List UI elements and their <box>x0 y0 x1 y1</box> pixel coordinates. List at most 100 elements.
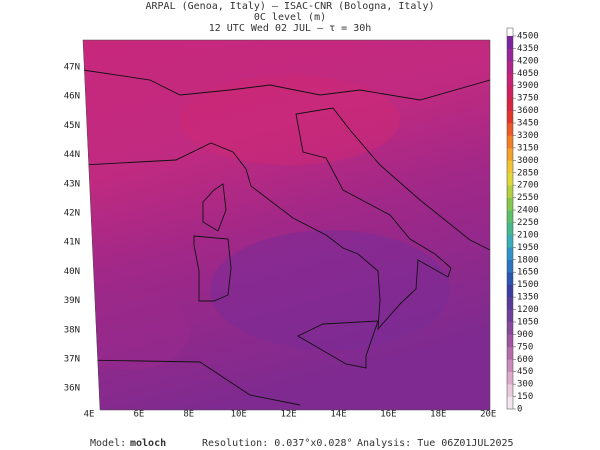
colorbar-label: 1050 <box>517 317 539 327</box>
colorbar-label: 4200 <box>517 56 539 66</box>
longitude-label: 8E <box>183 410 194 420</box>
colorbar-band <box>507 110 513 124</box>
colorbar-band <box>507 197 513 211</box>
colorbar-label: 4050 <box>517 69 539 79</box>
colorbar-label: 4350 <box>517 44 539 54</box>
colorbar-label: 450 <box>517 367 533 377</box>
latitude-label: 40N <box>64 267 80 277</box>
coastline <box>83 107 490 331</box>
colorbar-label: 2400 <box>517 206 539 216</box>
colorbar-label: 2550 <box>517 193 539 203</box>
colorbar-label: 3300 <box>517 131 539 141</box>
colorbar-band <box>507 185 513 198</box>
map-frame <box>82 39 491 411</box>
colorbar-band <box>507 284 513 298</box>
colorbar-band <box>507 359 513 372</box>
colorbar-label: 1200 <box>517 305 539 315</box>
colorbar-label: 1350 <box>517 293 539 303</box>
colorbar-label: 150 <box>517 392 533 402</box>
latitude-axis: 47N 46N 45N 44N 43N 42N 41N 40N 39N 38N 37N 36N <box>64 63 80 394</box>
model-name: moloch <box>130 438 166 449</box>
colorbar-band <box>507 396 513 410</box>
colorbar-frame <box>506 27 514 410</box>
field-blob <box>83 290 190 370</box>
map <box>83 40 490 410</box>
colorbar-band <box>507 272 513 285</box>
colorbar-band <box>507 234 513 248</box>
colorbar-band <box>507 98 513 111</box>
latitude-label: 47N <box>64 63 80 73</box>
latitude-label: 45N <box>64 121 80 131</box>
header-line: ARPAL (Genoa, Italy) – ISAC-CNR (Bologna… <box>146 1 435 12</box>
longitude-label: 18E <box>430 410 446 420</box>
colorbar-band <box>507 321 513 335</box>
colorbar-band <box>507 147 513 161</box>
colorbar-label: 2700 <box>517 181 539 191</box>
colorbar-band <box>507 371 513 385</box>
colorbar-label: 3600 <box>517 106 539 116</box>
analysis: Analysis: Tue 06Z01JUL2025 <box>357 438 514 449</box>
colorbar-label: 3750 <box>517 94 539 104</box>
border <box>83 69 490 101</box>
colorbar-band <box>507 85 513 99</box>
colorbar-band <box>507 346 513 360</box>
colorbar-label: 4500 <box>517 32 539 42</box>
colorbar-label: 1500 <box>517 280 539 290</box>
colorbar-band <box>507 384 513 397</box>
colorbar-band <box>507 259 513 273</box>
colorbar-band <box>507 222 513 236</box>
colorbar-label: 2100 <box>517 230 539 240</box>
colorbar-band <box>507 60 513 74</box>
longitude-axis: 4E 6E 8E 10E 12E 14E 16E 18E 20E <box>84 410 497 420</box>
colorbar-band <box>507 247 513 261</box>
colorbar-label: 750 <box>517 342 533 352</box>
colorbar-band <box>507 160 513 174</box>
colorbar-band <box>507 36 513 49</box>
colorbar-label: 300 <box>517 380 533 390</box>
header-line: 0C level (m) <box>254 12 326 23</box>
colorbar-band <box>507 48 513 62</box>
colorbar-band <box>507 135 513 149</box>
colorbar-label: 1650 <box>517 268 539 278</box>
latitude-label: 42N <box>64 209 80 219</box>
sardinia <box>193 235 232 302</box>
colorbar-label: 1950 <box>517 243 539 253</box>
sicily <box>297 320 379 369</box>
longitude-label: 6E <box>133 410 144 420</box>
colorbar-label: 900 <box>517 330 533 340</box>
longitude-label: 12E <box>280 410 296 420</box>
latitude-label: 46N <box>64 92 80 102</box>
latitude-label: 37N <box>64 355 80 365</box>
colorbar-band <box>507 172 513 186</box>
field-blob <box>180 75 400 165</box>
longitude-label: 10E <box>231 410 247 420</box>
field-blob <box>210 230 450 350</box>
colorbar: 0 150 300 450 600 750 900 1050 1200 1350 1500 1650 1… <box>506 27 539 415</box>
colorbar-label: 3450 <box>517 119 539 129</box>
colorbar-band <box>507 334 513 348</box>
resolution: Resolution: 0.037°x0.028° <box>202 438 353 449</box>
colorbar-label: 0 <box>517 405 522 415</box>
model-label: Model: <box>90 438 126 449</box>
colorbar-label: 600 <box>517 355 533 365</box>
colorbar-band <box>507 123 513 136</box>
colorbar-label: 2850 <box>517 168 539 178</box>
latitude-label: 43N <box>64 179 80 189</box>
colorbar-label: 2250 <box>517 218 539 228</box>
latitude-label: 36N <box>64 384 80 394</box>
coastline <box>83 359 301 406</box>
header-line: 12 UTC Wed 02 JUL – τ = 30h <box>209 23 372 34</box>
colorbar-band <box>507 309 513 323</box>
latitude-label: 41N <box>64 238 80 248</box>
latitude-label: 39N <box>64 296 80 306</box>
colorbar-label: 1800 <box>517 255 539 265</box>
colorbar-label: 3150 <box>517 143 539 153</box>
colorbar-band <box>507 73 513 87</box>
corsica <box>202 183 227 232</box>
longitude-label: 4E <box>84 410 95 420</box>
longitude-label: 16E <box>380 410 396 420</box>
colorbar-band <box>507 297 513 310</box>
longitude-label: 20E <box>480 410 496 420</box>
latitude-label: 38N <box>64 325 80 335</box>
